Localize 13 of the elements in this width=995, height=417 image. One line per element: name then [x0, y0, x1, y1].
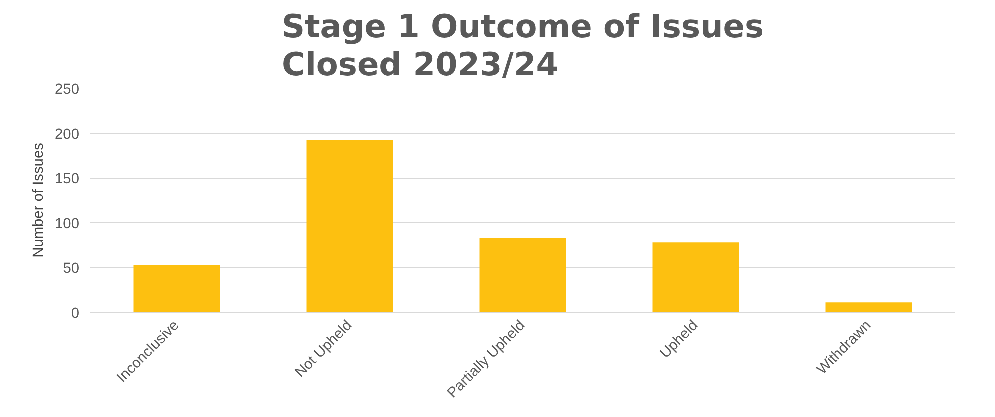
- bar: [134, 265, 220, 312]
- y-tick-label: 50: [63, 261, 80, 278]
- y-tick-label: 150: [55, 172, 80, 188]
- y-tick-label: 200: [55, 126, 80, 143]
- bar: [480, 238, 566, 312]
- bar: [652, 242, 740, 312]
- y-axis-title: Number of Issues: [31, 143, 48, 258]
- chart-title: Stage 1 Outcome of Issues Closed 2023/24: [282, 8, 764, 84]
- y-tick-label: 250: [55, 82, 80, 98]
- bar: [826, 302, 912, 312]
- y-tick-label: 100: [55, 216, 80, 232]
- y-tick-label: 0: [71, 306, 80, 322]
- bar: [306, 140, 394, 312]
